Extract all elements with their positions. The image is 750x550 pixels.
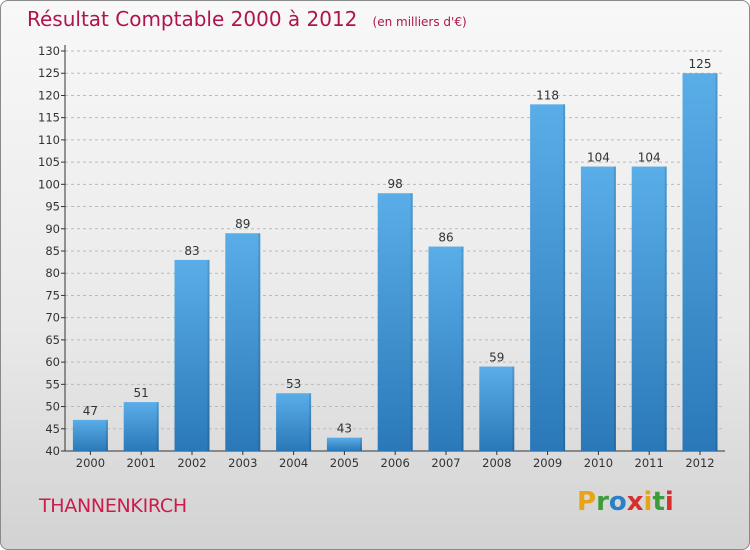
bar-2002: [174, 259, 210, 451]
bar-shade: [563, 104, 566, 451]
bar-shade: [156, 402, 159, 451]
title-main: Résultat Comptable 2000 à 2012: [27, 7, 358, 31]
bar-2001: [123, 402, 159, 451]
bar-shade: [461, 246, 464, 451]
y-tick-label: 100: [38, 177, 60, 191]
logo-letter: P: [577, 487, 597, 517]
labels: 40 45 50 55 60 65 70 75 80 85 90 95 100 105 110 115 120 1…: [38, 44, 715, 470]
bar-value-label: 59: [489, 351, 504, 365]
x-tick-label: 2012: [685, 456, 714, 470]
bar-2009: [530, 104, 566, 451]
bars: [72, 73, 718, 452]
proxiti-logo[interactable]: Proxiti: [577, 487, 674, 517]
commune-name: THANNENKIRCH: [39, 495, 187, 517]
bar-value-label: 118: [536, 88, 559, 102]
y-tick-label: 85: [45, 244, 60, 258]
bar-value-label: 43: [337, 422, 352, 436]
y-tick-label: 55: [45, 377, 60, 391]
x-tick-label: 2003: [228, 456, 257, 470]
x-tick-label: 2009: [533, 456, 562, 470]
y-tick-label: 105: [38, 155, 60, 169]
bar-value-label: 98: [388, 177, 403, 191]
bar-shade: [512, 366, 515, 451]
logo-letter: r: [596, 487, 609, 517]
y-tick-label: 50: [45, 400, 60, 414]
bar-2006: [377, 193, 413, 451]
bar-value-label: 51: [134, 386, 149, 400]
bar-2012: [682, 73, 718, 451]
bar-shade: [715, 73, 718, 451]
bar-2004: [276, 393, 312, 451]
bar-2000: [72, 419, 108, 451]
title-unit: (en milliers d'€): [372, 15, 467, 29]
y-tick-label: 40: [45, 444, 60, 458]
bar-2007: [428, 246, 464, 451]
x-tick-label: 2000: [76, 456, 105, 470]
y-tick-label: 70: [45, 311, 60, 325]
bar-value-label: 89: [235, 217, 250, 231]
bar-shade: [105, 419, 108, 451]
bar-2005: [326, 437, 362, 451]
x-tick-label: 2011: [635, 456, 664, 470]
bar-value-label: 104: [587, 151, 610, 165]
bar-value-label: 53: [286, 377, 301, 391]
y-tick-label: 110: [38, 133, 60, 147]
bar-shade: [258, 233, 261, 451]
y-tick-label: 125: [38, 66, 60, 80]
bar-shade: [613, 166, 616, 452]
logo-letter: i: [643, 487, 653, 517]
bar-2011: [631, 166, 667, 452]
bar-value-label: 83: [184, 244, 199, 258]
y-tick-label: 80: [45, 266, 60, 280]
x-tick-label: 2004: [279, 456, 308, 470]
bar-value-label: 86: [438, 231, 453, 245]
bar-shade: [410, 193, 413, 451]
y-tick-label: 95: [45, 200, 60, 214]
bar-2003: [225, 233, 261, 451]
y-tick-label: 65: [45, 333, 60, 347]
bar-shade: [664, 166, 667, 452]
bar-shade: [359, 437, 362, 451]
y-tick-label: 75: [45, 288, 60, 302]
logo-letter: o: [608, 487, 627, 517]
x-tick-label: 2002: [177, 456, 206, 470]
y-tick-label: 90: [45, 222, 60, 236]
y-tick-label: 45: [45, 422, 60, 436]
bar-value-label: 47: [83, 404, 98, 418]
bar-shade: [207, 259, 210, 451]
x-tick-label: 2001: [127, 456, 156, 470]
logo-letter: t: [652, 487, 665, 517]
x-tick-label: 2010: [584, 456, 613, 470]
x-tick-label: 2005: [330, 456, 359, 470]
y-tick-label: 130: [38, 44, 60, 58]
x-tick-label: 2006: [381, 456, 410, 470]
x-tick-label: 2008: [482, 456, 511, 470]
y-tick-label: 115: [38, 111, 60, 125]
bar-shade: [309, 393, 312, 451]
x-tick-label: 2007: [431, 456, 460, 470]
bar-2010: [580, 166, 616, 452]
y-tick-label: 120: [38, 88, 60, 102]
chart-title: Résultat Comptable 2000 à 2012 (en milli…: [27, 7, 467, 31]
bar-2008: [479, 366, 515, 451]
y-tick-label: 60: [45, 355, 60, 369]
logo-letter: x: [626, 487, 644, 517]
bar-value-label: 104: [638, 151, 661, 165]
bar-value-label: 125: [689, 57, 712, 71]
logo-letter: i: [664, 487, 674, 517]
